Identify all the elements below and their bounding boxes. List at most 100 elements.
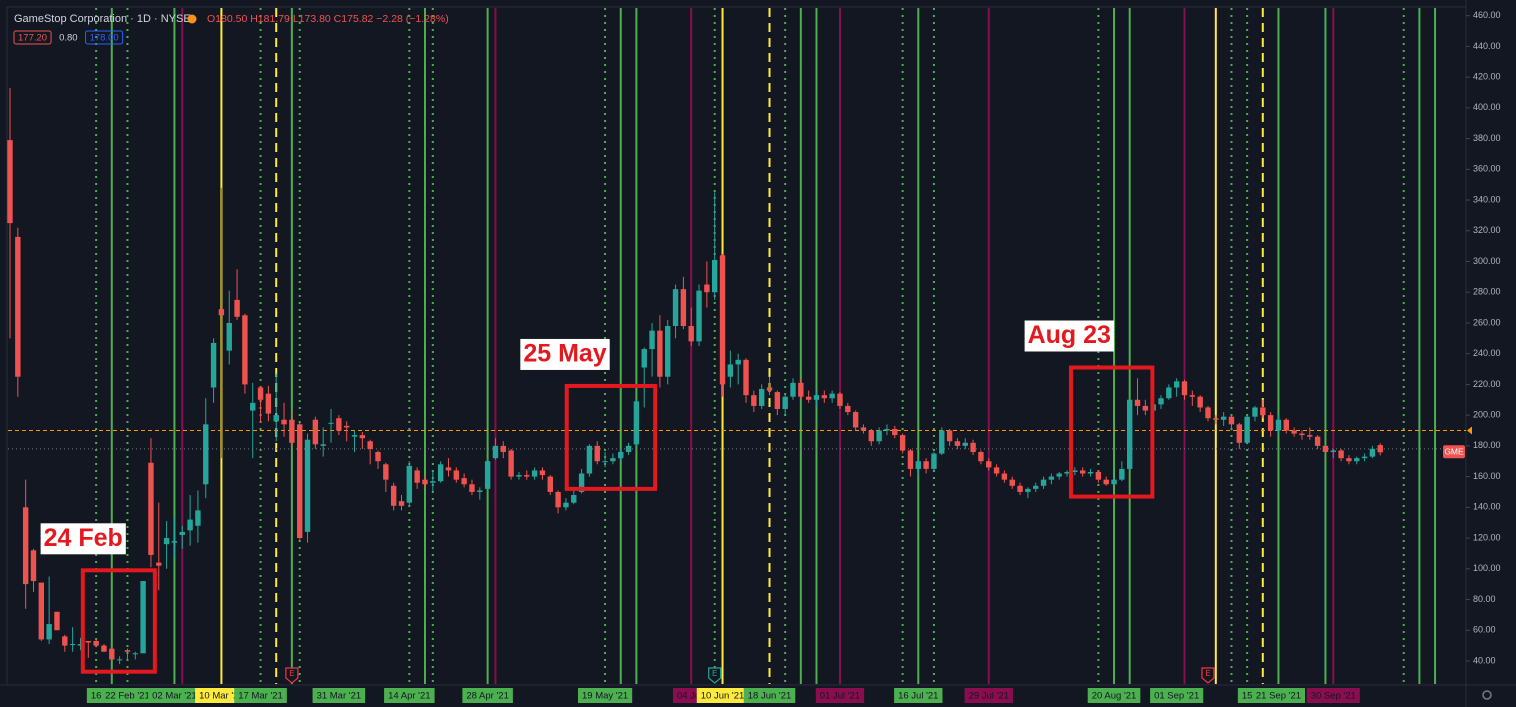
candle-body <box>1064 471 1070 474</box>
x-tick-label: 10 Jun '21 <box>701 691 745 702</box>
candle-body <box>571 495 577 503</box>
candle-body <box>422 479 428 485</box>
x-tick-label: 19 May '21 <box>582 691 628 702</box>
candle-body <box>1220 416 1227 420</box>
x-tick-label: 22 Feb '21 <box>105 691 150 702</box>
candle-body <box>398 501 405 506</box>
candle-body <box>555 491 561 508</box>
candle-body <box>829 393 835 399</box>
candle-body <box>719 255 726 385</box>
candle-body <box>1025 488 1031 492</box>
candle-body <box>1197 396 1203 408</box>
candle-body <box>892 428 898 436</box>
candle-body <box>618 452 624 459</box>
candle-body <box>304 439 311 532</box>
candle-body <box>680 289 687 327</box>
x-label-bg <box>86 688 106 703</box>
candle-body <box>884 428 890 431</box>
candle-body <box>414 470 420 483</box>
candle-body <box>69 644 76 646</box>
candle-body <box>1291 430 1297 434</box>
x-tick-label: 15 <box>1242 691 1253 702</box>
vertical-lines <box>95 8 1437 684</box>
candle-body <box>22 507 29 585</box>
y-tick-label: 140.00 <box>1473 502 1501 512</box>
candle-body <box>1033 485 1039 489</box>
header: GameStop Corporation · 1D · NYSE O180.50… <box>13 13 449 45</box>
y-tick-label: 280.00 <box>1473 287 1501 297</box>
candle-body <box>649 330 655 350</box>
y-tick-label: 200.00 <box>1473 410 1501 420</box>
candle-body <box>116 659 123 661</box>
candle-body <box>516 475 522 477</box>
candle-body <box>281 419 287 425</box>
candle-body <box>1228 416 1235 425</box>
earnings-badge <box>285 667 299 684</box>
y-tick-label: 440.00 <box>1473 41 1501 51</box>
y-tick-label: 100.00 <box>1473 563 1501 573</box>
candle-body <box>430 481 436 483</box>
candle-body <box>1001 473 1008 480</box>
candle-body <box>1119 468 1125 480</box>
candle-body <box>171 541 178 543</box>
x-label-bg <box>894 688 943 703</box>
y-tick-label: 240.00 <box>1473 348 1501 358</box>
annotation-label: Aug 23 <box>1028 321 1111 349</box>
candle-body <box>390 485 397 506</box>
candle-body <box>289 419 295 443</box>
x-label-bg <box>577 688 633 703</box>
candle-body <box>500 445 506 453</box>
candle-body <box>1213 418 1219 420</box>
y-tick-label: 360.00 <box>1473 164 1501 174</box>
price-axis: 40.00 60.00 80.00 100.00 120.00 140.00 160.00 1… <box>1443 10 1501 665</box>
y-tick-label: 340.00 <box>1473 194 1501 204</box>
candle-body <box>375 452 381 462</box>
candle-body <box>484 461 491 489</box>
x-tick-label: 02 Mar '21 <box>152 691 197 702</box>
y-tick-label: 220.00 <box>1473 379 1501 389</box>
settings-icon[interactable] <box>1482 690 1492 700</box>
x-tick-label: 01 Jul '21 <box>820 691 860 702</box>
candle-body <box>203 424 209 485</box>
candle-body <box>54 611 60 631</box>
candle-body <box>665 326 671 377</box>
candle-body <box>1252 407 1258 417</box>
annotations: E E E 24 Feb 25 May Aug 23 <box>40 320 1215 684</box>
candle-body <box>1087 471 1094 474</box>
candle-body <box>218 309 225 316</box>
y-tick-label: 460.00 <box>1473 10 1501 20</box>
candle-body <box>1095 471 1102 480</box>
symbol-title: GameStop Corporation · 1D · NYSE <box>14 13 191 25</box>
candle-body <box>837 393 843 406</box>
candle-body <box>1189 395 1196 397</box>
candle-body <box>163 538 170 545</box>
candle-body <box>907 450 914 469</box>
candle-body <box>1299 433 1305 436</box>
candle-body <box>735 359 741 365</box>
x-label-bg <box>148 688 201 703</box>
x-label-bg <box>815 688 865 703</box>
candle-body <box>1236 424 1243 443</box>
x-tick-label: 29 Jul '21 <box>969 691 1009 702</box>
candle-body <box>625 445 632 453</box>
horizontal-lines <box>8 430 1466 450</box>
x-tick-label: 01 Sep '21 <box>1154 691 1199 702</box>
candle-body <box>852 412 859 428</box>
x-tick-label: 17 Mar '21 <box>238 691 283 702</box>
x-label-bg <box>384 688 435 703</box>
candle-body <box>939 430 945 454</box>
x-tick-label: 21 Sep '21 <box>1256 691 1301 702</box>
candle-body <box>273 415 279 422</box>
candle-body <box>594 445 600 462</box>
x-label-bg <box>1306 688 1360 703</box>
candle-body <box>860 427 867 431</box>
candle-body <box>1126 399 1133 469</box>
candle-body <box>586 445 593 474</box>
candle-body <box>657 330 663 377</box>
candle-body <box>1080 470 1086 474</box>
candle-body <box>766 387 773 391</box>
x-tick-label: 28 Apr '21 <box>466 691 509 702</box>
candle-body <box>1009 479 1015 486</box>
candle-body <box>696 290 702 342</box>
candle-body <box>1056 473 1062 477</box>
